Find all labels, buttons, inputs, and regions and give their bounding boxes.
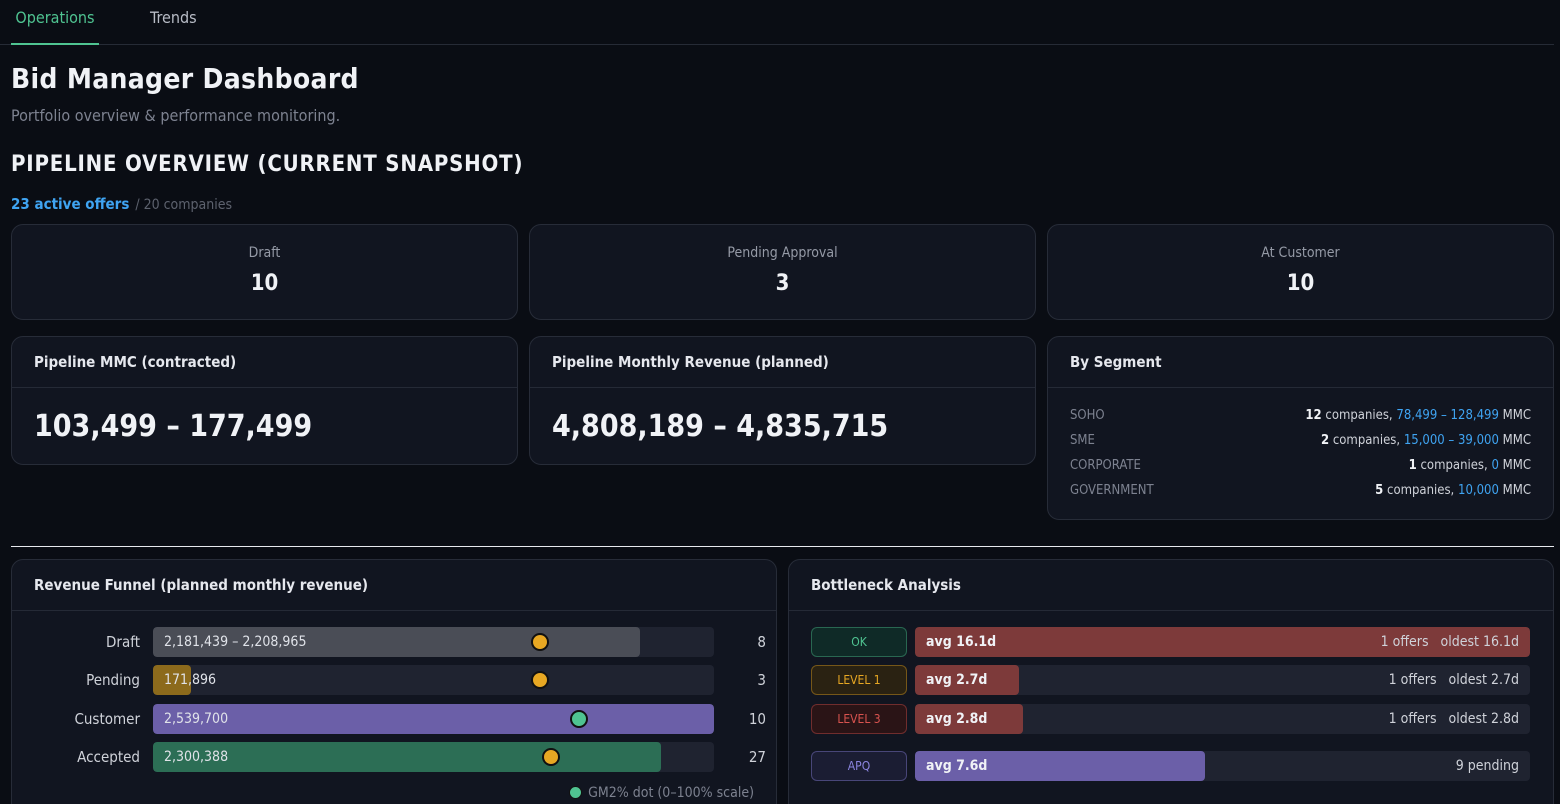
gm2-dot (542, 748, 560, 766)
bottleneck-bar-fill (915, 751, 1205, 781)
stat-value: 3 (775, 271, 790, 296)
funnel-count: 10 (748, 710, 766, 728)
funnel-bar-fill (153, 665, 191, 695)
segment-name: SME (1070, 433, 1095, 448)
funnel-stage-label: Draft (106, 633, 140, 651)
bottleneck-avg: avg 2.8d (926, 711, 988, 727)
funnel-stage-label: Pending (86, 671, 140, 689)
section-divider (11, 546, 1554, 547)
stat-value: 10 (1286, 271, 1315, 296)
funnel-legend: GM2% dot (0–100% scale) (569, 785, 754, 801)
page-subtitle: Portfolio overview & performance monitor… (11, 106, 341, 125)
funnel-bar-value: 2,300,388 (164, 749, 229, 765)
gm2-dot (531, 671, 549, 689)
segment-info: 12 companies, 78,499 – 128,499 MMC (1305, 408, 1531, 423)
mmc-range: 103,499 – 177,499 (34, 409, 313, 444)
funnel-bar-track (153, 704, 714, 734)
card-title: Pipeline Monthly Revenue (planned) (530, 337, 1035, 388)
bottleneck-detail: 1 offers oldest 2.7d (1388, 672, 1519, 688)
stage-badge: LEVEL 1 (811, 665, 907, 695)
segment-name: SOHO (1070, 408, 1105, 423)
stat-label: Pending Approval (727, 245, 838, 261)
bottleneck-bar-fill (915, 627, 1530, 657)
bottleneck-avg: avg 2.7d (926, 672, 988, 688)
segment-row: GOVERNMENT 5 companies, 10,000 MMC (1070, 481, 1531, 501)
stat-value: 10 (250, 271, 279, 296)
tab-bar: Operations Trends (0, 0, 1554, 45)
funnel-bar-fill (153, 704, 714, 734)
segment-row: SOHO 12 companies, 78,499 – 128,499 MMC (1070, 406, 1531, 426)
funnel-bar-value: 2,181,439 – 2,208,965 (164, 634, 307, 650)
stat-card-at-customer: At Customer 10 (1047, 224, 1554, 320)
bottleneck-bar-track (915, 751, 1530, 781)
tab-operations[interactable]: Operations (11, 0, 99, 45)
gm2-dot-icon (569, 786, 583, 799)
funnel-bar-fill (153, 627, 640, 657)
gm2-dot (570, 710, 588, 728)
stat-card-draft: Draft 10 (11, 224, 518, 320)
bottleneck-bar-track (915, 704, 1530, 734)
bottleneck-card: Bottleneck Analysis OK avg 16.1d 1 offers o… (788, 559, 1554, 804)
stat-label: At Customer (1261, 245, 1340, 261)
active-offers-count: 23 active offers (11, 195, 130, 213)
funnel-count: 27 (748, 748, 766, 766)
active-offers-line: 23 active offers / 20 companies (11, 195, 232, 213)
segment-name: CORPORATE (1070, 458, 1141, 473)
bottleneck-row: LEVEL 3 avg 2.8d 1 offers oldest 2.8d (811, 704, 1530, 734)
funnel-bar-value: 171,896 (164, 672, 217, 688)
funnel-bar-fill (153, 742, 661, 772)
bottleneck-row: APQ avg 7.6d 9 pending (811, 751, 1530, 781)
funnel-row: Pending 171,896 3 (34, 665, 766, 695)
funnel-count: 3 (757, 671, 766, 689)
funnel-bar-track (153, 665, 714, 695)
bottleneck-detail: 1 offers oldest 16.1d (1380, 634, 1519, 650)
stage-badge: APQ (811, 751, 907, 781)
bottleneck-bar-fill (915, 665, 1019, 695)
funnel-stage-label: Customer (74, 710, 140, 728)
funnel-bar-value: 2,539,700 (164, 711, 229, 727)
bottleneck-bar-track (915, 665, 1530, 695)
segment-name: GOVERNMENT (1070, 483, 1154, 498)
segment-info: 5 companies, 10,000 MMC (1375, 483, 1531, 498)
funnel-bar-track (153, 742, 714, 772)
funnel-row: Draft 2,181,439 – 2,208,965 8 (34, 627, 766, 657)
pipeline-revenue-card: Pipeline Monthly Revenue (planned) 4,808… (529, 336, 1036, 465)
segment-info: 1 companies, 0 MMC (1408, 458, 1531, 473)
bottleneck-row: OK avg 16.1d 1 offers oldest 16.1d (811, 627, 1530, 657)
segment-info: 2 companies, 15,000 – 39,000 MMC (1320, 433, 1531, 448)
companies-count: / 20 companies (135, 197, 233, 213)
funnel-count: 8 (757, 633, 766, 651)
card-title: Revenue Funnel (planned monthly revenue) (12, 560, 776, 611)
funnel-bar-track (153, 627, 714, 657)
pipeline-mmc-card: Pipeline MMC (contracted) 103,499 – 177,… (11, 336, 518, 465)
card-title: By Segment (1048, 337, 1553, 388)
tab-trends[interactable]: Trends (150, 8, 197, 27)
funnel-row: Accepted 2,300,388 27 (34, 742, 766, 772)
stage-badge: OK (811, 627, 907, 657)
revenue-range: 4,808,189 – 4,835,715 (552, 409, 889, 444)
segment-card: By Segment SOHO 12 companies, 78,499 – 1… (1047, 336, 1554, 520)
stat-label: Draft (248, 245, 281, 261)
bottleneck-detail: 9 pending (1455, 758, 1519, 774)
segment-row: CORPORATE 1 companies, 0 MMC (1070, 456, 1531, 476)
bottleneck-bar-track (915, 627, 1530, 657)
card-title: Pipeline MMC (contracted) (12, 337, 517, 388)
card-title: Bottleneck Analysis (789, 560, 1553, 611)
funnel-row: Customer 2,539,700 10 (34, 704, 766, 734)
stage-badge: LEVEL 3 (811, 704, 907, 734)
bottleneck-avg: avg 16.1d (926, 634, 997, 650)
bottleneck-avg: avg 7.6d (926, 758, 988, 774)
bottleneck-bar-fill (915, 704, 1023, 734)
revenue-funnel-card: Revenue Funnel (planned monthly revenue)… (11, 559, 777, 804)
stat-card-pending-approval: Pending Approval 3 (529, 224, 1036, 320)
page-title: Bid Manager Dashboard (11, 62, 359, 95)
funnel-stage-label: Accepted (77, 748, 140, 766)
bottleneck-detail: 1 offers oldest 2.8d (1388, 711, 1519, 727)
pipeline-section-title: PIPELINE OVERVIEW (CURRENT SNAPSHOT) (11, 152, 524, 177)
bottleneck-row: LEVEL 1 avg 2.7d 1 offers oldest 2.7d (811, 665, 1530, 695)
gm2-dot (531, 633, 549, 651)
segment-row: SME 2 companies, 15,000 – 39,000 MMC (1070, 431, 1531, 451)
